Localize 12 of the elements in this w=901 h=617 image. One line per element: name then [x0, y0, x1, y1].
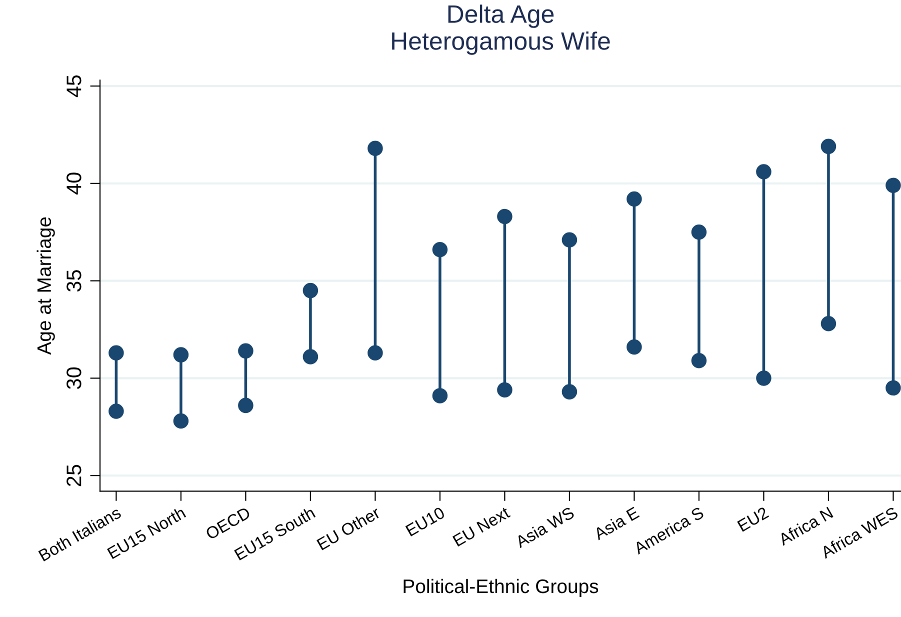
x-tick-label: EU2 — [737, 506, 770, 532]
y-axis-title: Age at Marriage — [36, 217, 55, 355]
x-tick-label: EU Next — [452, 506, 511, 547]
y-tick-label: 45 — [66, 75, 82, 98]
chart-title: Delta Age Heterogamous Wife — [392, 4, 610, 55]
y-tick-label: 40 — [66, 172, 82, 195]
y-tick-label: 30 — [66, 367, 82, 389]
x-axis-title: Political-Ethnic Groups — [404, 578, 598, 598]
y-tick-label: 25 — [66, 464, 82, 486]
y-tick-label: 35 — [66, 270, 82, 292]
x-tick-label: Asia WS — [514, 506, 575, 548]
x-tick-label: EU Other — [316, 506, 382, 550]
